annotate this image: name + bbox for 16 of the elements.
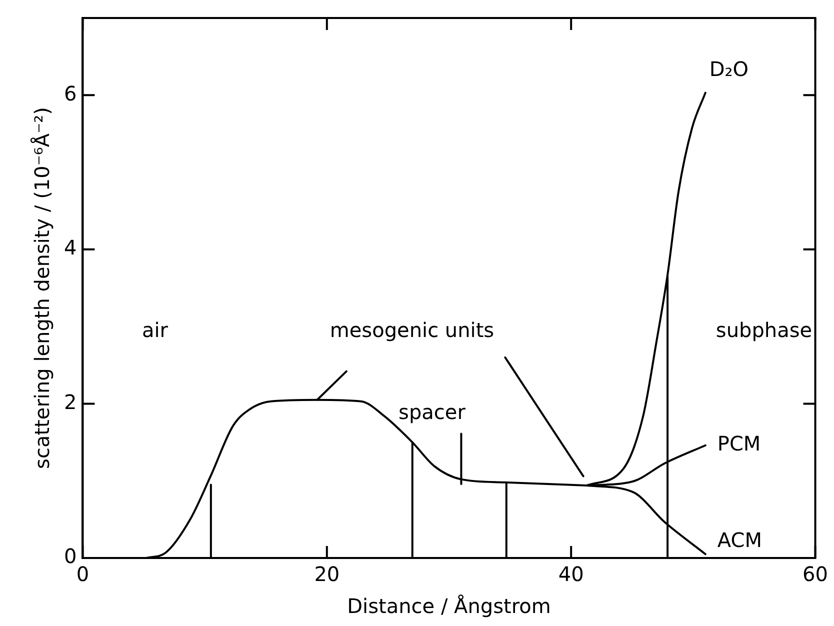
x-tick-label: 20 — [314, 562, 340, 586]
annotation: mesogenic units — [330, 318, 494, 342]
y-axis-title: scattering length density / (10⁻⁶Å⁻²) — [30, 107, 54, 469]
annotation: subphase — [716, 318, 812, 342]
y-tick-label: 4 — [64, 236, 77, 260]
series-label: ACM — [717, 528, 762, 552]
y-tick-label: 2 — [64, 390, 77, 414]
annotation: air — [142, 318, 168, 342]
series-label: D₂O — [709, 57, 749, 82]
y-tick-label: 0 — [64, 544, 77, 568]
x-axis-title: Distance / Ångstrom — [347, 594, 551, 618]
x-tick-label: 60 — [802, 562, 828, 586]
annotation: spacer — [398, 400, 466, 424]
y-tick-label: 6 — [64, 81, 77, 106]
x-tick-label: 40 — [558, 562, 584, 586]
series-label: PCM — [717, 432, 761, 456]
